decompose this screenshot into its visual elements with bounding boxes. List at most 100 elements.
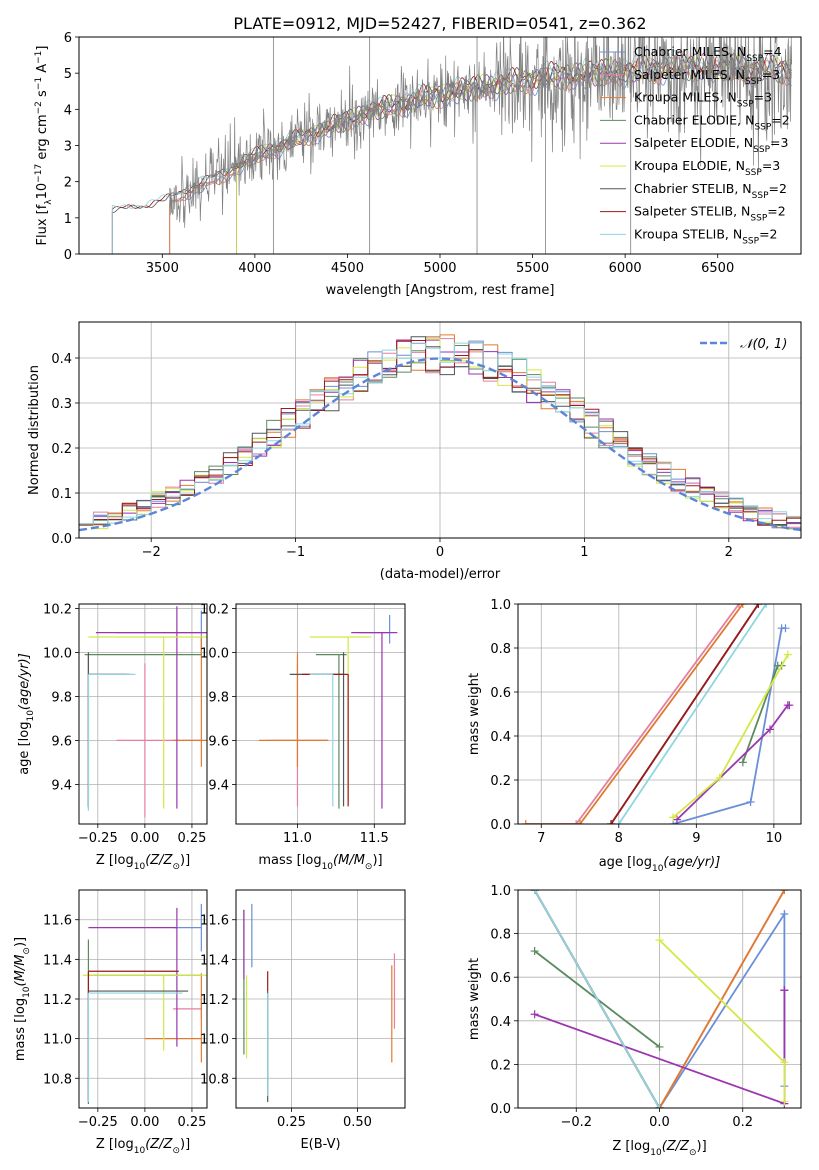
label-part: mass [log xyxy=(13,998,28,1061)
histogram-kroupa_stelib xyxy=(79,342,801,538)
weight-marker xyxy=(576,820,585,824)
spectrum-plot-area xyxy=(111,37,793,254)
x-tick-label: 7 xyxy=(537,831,545,846)
errorbar-salpeter_elodie xyxy=(351,631,398,809)
y-tick-label: 11.0 xyxy=(200,1033,229,1048)
weight-marker xyxy=(738,758,747,767)
age_vs_Z-plot-area xyxy=(84,606,207,818)
x-tick-label: 3500 xyxy=(146,261,179,276)
weight-series-kroupa_elodie xyxy=(669,650,792,822)
label-part: )] xyxy=(180,1137,190,1152)
weight-series-kroupa_miles xyxy=(655,890,789,1108)
age_vs_Z-frame xyxy=(78,603,208,825)
label-part: −1 xyxy=(34,77,44,90)
x-axis-label: Z [log10(Z/Z⊙)] xyxy=(96,1137,190,1156)
y-tick-label: 11.0 xyxy=(43,1033,72,1048)
weight-series-kroupa_stelib xyxy=(614,604,771,824)
x-tick-label: −1 xyxy=(286,545,305,560)
errorbar-kroupa_elodie xyxy=(88,636,207,809)
label-part: Z [log xyxy=(96,853,134,868)
legend-label: Kroupa MILES, NSSP=3 xyxy=(634,90,772,110)
label-part: 10 xyxy=(322,862,334,872)
y-tick-label: 0.8 xyxy=(490,642,511,657)
label-part: ⊙ xyxy=(22,947,32,955)
label-part: (Z/Z xyxy=(145,1137,173,1152)
weight-marker xyxy=(614,820,623,824)
label-part: s xyxy=(35,90,50,101)
y-tick-label: 0.2 xyxy=(490,774,511,789)
y-tick-label: 10.8 xyxy=(200,1072,229,1087)
y-tick-label: 4 xyxy=(64,103,72,118)
label-part: ⊙ xyxy=(689,1148,697,1158)
x-tick-label: 0.50 xyxy=(343,1115,372,1130)
age_vs_mass-frame xyxy=(235,603,406,825)
legend-suffix: =2 xyxy=(767,204,785,219)
y-axis-label: mass weight xyxy=(467,673,482,755)
legend-text: Salpeter ELODIE, N xyxy=(634,135,753,150)
errorbar-kroupa_stelib xyxy=(87,992,183,1103)
label-part: Z [log xyxy=(96,1137,134,1152)
legend-suffix: =2 xyxy=(769,181,787,196)
label-part: )] xyxy=(13,937,28,947)
y-tick-label: 0.0 xyxy=(490,1102,511,1117)
legend-suffix: =4 xyxy=(763,44,781,59)
legend-sub: SSP xyxy=(742,236,759,246)
label-part: )] xyxy=(372,853,382,868)
errorbar-salpeter_elodie xyxy=(88,907,178,1047)
x-tick-label: −2 xyxy=(142,545,161,560)
errorbar-chabrier_stelib xyxy=(87,652,127,807)
massweight_vs_age-plot-area xyxy=(521,604,794,824)
weight-marker xyxy=(754,604,763,608)
mass_vs_ebv-panel: 0.25 0.50 10.8 11.0 11.2 11.4 11.6 E(B-V) xyxy=(200,889,406,1152)
x-tick-label: 0 xyxy=(436,545,444,560)
y-tick-label: 0.2 xyxy=(51,442,72,457)
x-axis-label: E(B-V) xyxy=(300,1137,340,1152)
y-tick-label: 0.4 xyxy=(490,1015,511,1030)
legend-sub: SSP xyxy=(754,122,771,132)
weight-marker xyxy=(765,725,774,734)
x-tick-label: 4500 xyxy=(331,261,364,276)
label-part: (M/M xyxy=(13,955,28,987)
legend-text: Chabrier ELODIE, N xyxy=(634,112,754,127)
errorbar-chabrier_elodie xyxy=(84,653,202,809)
x-axis-label: (data-model)/error xyxy=(380,567,501,582)
x-axis-label: Z [log10(Z/Z⊙)] xyxy=(96,853,190,872)
legend-suffix: =3 xyxy=(754,90,772,105)
errorbar-kroupa_stelib xyxy=(309,673,334,807)
y-tick-label: 0.3 xyxy=(51,397,72,412)
legend-label: Salpeter MILES, NSSP=3 xyxy=(634,67,780,87)
label-part: (M/M xyxy=(333,853,365,868)
mass_vs_Z-plot-area xyxy=(82,903,207,1105)
label-part: 10 xyxy=(650,1148,662,1158)
weight-series-kroupa_miles xyxy=(521,604,747,824)
legend-sub: SSP xyxy=(753,145,770,155)
weight-marker xyxy=(572,820,581,824)
y-tick-label: 1.0 xyxy=(490,598,511,613)
y-tick-label: 2 xyxy=(64,176,72,191)
x-tick-label: 8 xyxy=(615,831,623,846)
weight-series-salpeter_miles xyxy=(572,604,743,824)
errorbar-chabrier_elodie xyxy=(315,653,347,809)
y-tick-label: 11.2 xyxy=(43,993,72,1008)
y-axis-label: mass weight xyxy=(467,958,482,1040)
x-tick-label: −0.25 xyxy=(78,1115,118,1130)
errorbar-kroupa_stelib xyxy=(87,673,136,811)
weight-marker xyxy=(762,604,771,608)
y-tick-label: 0.6 xyxy=(490,686,511,701)
y-tick-label: 11.6 xyxy=(43,914,72,929)
y-tick-label: 11.4 xyxy=(43,953,72,968)
legend-text: Chabrier MILES, N xyxy=(634,44,746,59)
legend-label: Chabrier MILES, NSSP=4 xyxy=(634,44,782,64)
weight-marker xyxy=(655,936,664,945)
label-part: Normed distribution xyxy=(27,365,42,495)
x-axis-label: wavelength [Angstrom, rest frame] xyxy=(326,283,555,298)
label-part: ⊙ xyxy=(172,1146,180,1156)
weight-line xyxy=(658,890,786,1108)
weight-marker xyxy=(521,820,530,824)
label-part: age [log xyxy=(599,855,652,870)
legend-label: Chabrier ELODIE, NSSP=2 xyxy=(634,112,790,132)
legend-label: Kroupa ELODIE, NSSP=3 xyxy=(634,158,780,178)
y-tick-label: 10.2 xyxy=(43,602,72,617)
